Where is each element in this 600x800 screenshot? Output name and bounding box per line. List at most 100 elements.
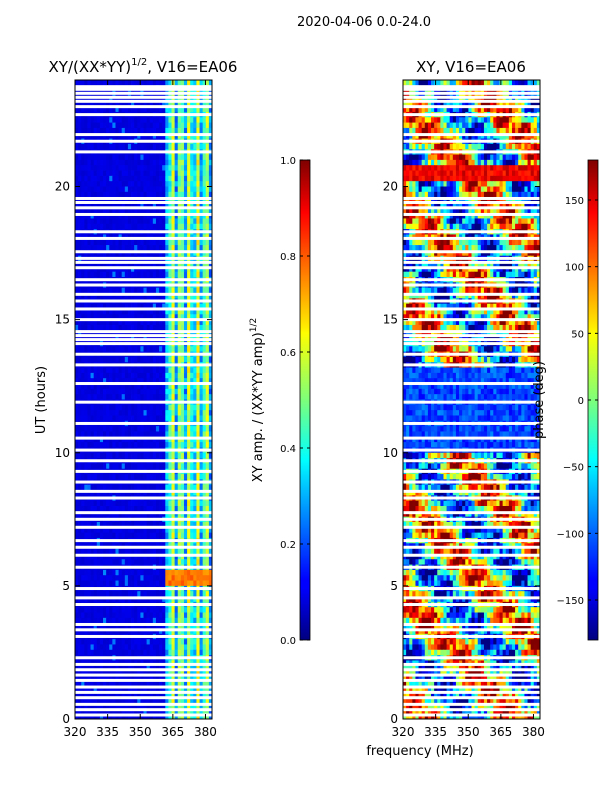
left-heatmap-cell <box>121 559 126 565</box>
left-heatmap-cell <box>193 133 197 139</box>
left-heatmap-cell <box>90 303 95 310</box>
left-heatmap-cell <box>99 474 104 480</box>
left-heatmap-cell <box>99 452 104 459</box>
left-heatmap-cell <box>103 346 107 352</box>
left-heatmap[interactable] <box>74 79 213 720</box>
left-heatmap-cell <box>124 95 129 102</box>
left-heatmap-cell <box>75 436 79 443</box>
left-heatmap-cell <box>180 623 185 629</box>
left-heatmap-cell <box>87 527 91 534</box>
left-heatmap-cell <box>171 649 176 656</box>
left-heatmap-cell <box>112 80 116 86</box>
left-heatmap-cell <box>205 474 210 480</box>
left-heatmap-cell <box>90 250 95 257</box>
left-heatmap-cell <box>137 484 141 491</box>
left-heatmap-cell <box>112 127 116 134</box>
left-heatmap-cell <box>109 122 113 129</box>
left-heatmap-cell <box>140 143 144 150</box>
left-heatmap-cell <box>75 133 79 139</box>
left-heatmap-cell <box>196 261 200 267</box>
left-heatmap-cell <box>115 101 119 108</box>
left-heatmap-cell <box>190 133 194 139</box>
left-heatmap-cell <box>199 117 204 124</box>
left-heatmap-cell <box>127 681 132 688</box>
left-heatmap-cell <box>205 287 210 294</box>
left-heatmap-cell <box>199 388 204 395</box>
left-heatmap-cell <box>131 175 135 182</box>
left-heatmap-cell <box>90 490 95 496</box>
left-heatmap-cell <box>81 500 85 507</box>
left-heatmap-cell <box>143 218 148 225</box>
left-heatmap-cell <box>143 569 148 576</box>
left-heatmap-cell <box>165 330 169 336</box>
left-heatmap-cell <box>183 575 188 581</box>
left-heatmap-cell <box>118 106 123 113</box>
left-heatmap-cell <box>208 436 213 443</box>
left-heatmap-cell <box>84 404 88 411</box>
left-heatmap-cell <box>118 394 123 400</box>
left-heatmap-cell <box>199 191 204 198</box>
left-heatmap-cell <box>103 527 107 534</box>
left-heatmap-cell <box>93 213 98 219</box>
left-heatmap-cell <box>208 548 213 555</box>
left-heatmap-cell <box>159 324 163 331</box>
left-heatmap-cell <box>115 314 119 321</box>
left-heatmap-cell <box>187 559 191 565</box>
left-heatmap-cell <box>121 532 126 539</box>
left-heatmap-cell <box>103 261 107 267</box>
left-heatmap-cell <box>103 596 107 603</box>
left-heatmap-cell <box>177 431 182 438</box>
left-heatmap-cell <box>134 612 138 619</box>
left-heatmap-cell <box>78 559 82 565</box>
left-heatmap-cell <box>165 559 169 565</box>
left-heatmap-cell <box>112 484 116 491</box>
left-heatmap-cell <box>168 559 172 565</box>
left-heatmap-cell <box>149 213 154 219</box>
left-heatmap-cell <box>75 101 79 108</box>
left-heatmap-cell <box>93 394 98 400</box>
left-heatmap-cell <box>127 559 132 565</box>
left-heatmap-cell <box>109 623 113 629</box>
left-heatmap-cell <box>208 165 213 171</box>
left-heatmap-cell <box>149 628 154 635</box>
left-heatmap-cell <box>137 404 141 411</box>
left-heatmap-cell <box>196 394 200 400</box>
left-heatmap-cell <box>121 527 126 534</box>
left-heatmap-cell <box>81 165 85 171</box>
left-heatmap-cell <box>171 617 176 624</box>
left-heatmap-cell <box>99 511 104 518</box>
left-heatmap-cell <box>112 575 116 581</box>
left-heatmap-cell <box>155 175 160 182</box>
left-heatmap-cell <box>109 452 113 459</box>
left-heatmap-cell <box>199 569 204 576</box>
left-heatmap-cell <box>124 575 129 581</box>
left-heatmap-cell <box>124 388 129 395</box>
left-heatmap-cell <box>124 319 129 326</box>
left-heatmap-cell <box>109 506 113 512</box>
left-heatmap-cell <box>124 463 129 470</box>
left-heatmap-cell <box>155 474 160 480</box>
left-heatmap-cell <box>127 431 132 438</box>
left-heatmap-cell <box>90 623 95 629</box>
left-heatmap-cell <box>103 367 107 374</box>
left-heatmap-cell <box>93 521 98 528</box>
left-heatmap-cell <box>202 521 207 528</box>
left-heatmap-cell <box>131 170 135 177</box>
left-heatmap-cell <box>78 181 82 187</box>
left-heatmap-cell <box>106 154 110 161</box>
left-heatmap-cell <box>81 388 85 395</box>
left-heatmap-cell <box>155 596 160 603</box>
left-heatmap-cell <box>134 191 138 198</box>
left-heatmap-cell <box>127 218 132 225</box>
left-heatmap-cell <box>84 596 88 603</box>
left-heatmap-cell <box>87 143 91 150</box>
left-heatmap-cell <box>171 101 176 108</box>
left-heatmap-cell <box>84 239 88 246</box>
left-heatmap-cell <box>187 101 191 108</box>
left-heatmap-cell <box>205 591 210 597</box>
left-heatmap-cell <box>118 484 123 491</box>
left-heatmap-cell <box>155 197 160 203</box>
left-heatmap-cell <box>146 378 151 384</box>
left-heatmap-cell <box>112 143 116 150</box>
left-heatmap-cell <box>180 628 185 635</box>
